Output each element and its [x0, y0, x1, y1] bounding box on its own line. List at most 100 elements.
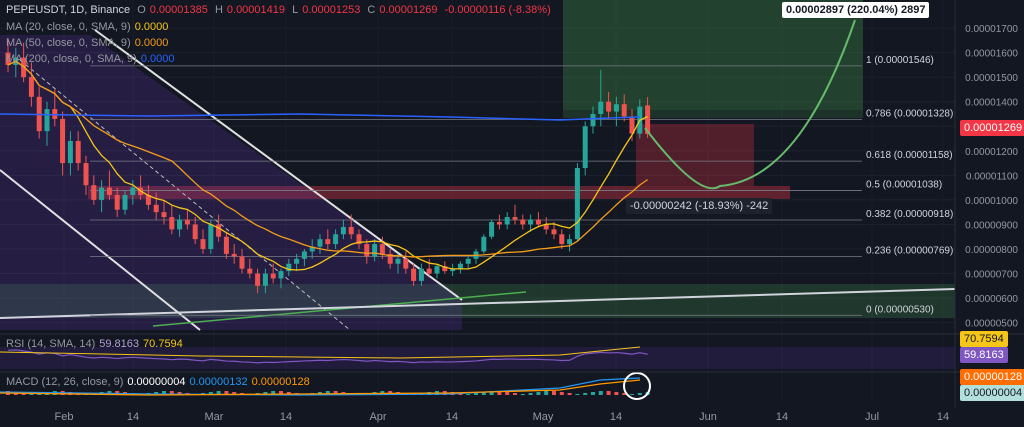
long-position-box [563, 0, 863, 110]
macd-histogram-bar [630, 394, 634, 395]
candle-body [317, 239, 323, 247]
fib-level-label: 0.236 (0.00000769) [866, 246, 953, 257]
ohlc-high-value: 0.00001419 [226, 4, 286, 16]
candle-body [99, 187, 105, 200]
candle-body [450, 268, 456, 272]
fib-level-label: 0.382 (0.00000918) [866, 209, 953, 220]
macd-histogram-bar [575, 394, 580, 395]
rsi-value: 59.8163 [99, 338, 140, 350]
ma200-label: MA (200, close, 0, SMA, 9) [6, 53, 137, 65]
candle-body [613, 104, 619, 112]
x-tick-label: 14 [776, 411, 788, 423]
candle-body [489, 222, 495, 237]
change-value: -0.00000116 (-8.38%) [444, 4, 551, 16]
macd-histogram-bar [614, 392, 619, 395]
current-price-tag: 0.00001269 [960, 120, 1024, 136]
ma20-legend[interactable]: MA (20, close, 0, SMA, 9) 0.0000 [6, 21, 172, 33]
x-tick-label: 14 [610, 411, 622, 423]
macd-histogram-bar [474, 393, 478, 395]
ma50-legend[interactable]: MA (50, close, 0, SMA, 9) 0.0000 [6, 37, 172, 49]
fib-level-label: 0.5 (0.00001038) [866, 180, 942, 191]
candle-body [145, 195, 151, 205]
ma200-line [0, 113, 641, 121]
fib-level-label: 0 (0.00000530) [866, 304, 934, 315]
macd-histogram-bar [216, 391, 221, 395]
short-position-label[interactable]: -0.00000242 (-18.93%) -242 [626, 198, 773, 214]
macd-histogram-bar [169, 391, 174, 395]
long-position-label[interactable]: 0.00002897 (220.04%) 2897 [782, 2, 930, 18]
candle-body [457, 263, 463, 269]
y-tick-label: 0.00001400 [965, 98, 1018, 109]
candle-body [177, 219, 183, 230]
y-tick-label: 0.00001600 [965, 49, 1018, 60]
candle-body [372, 244, 378, 257]
x-tick-label: Apr [369, 411, 386, 423]
macd-histogram-bar [559, 392, 564, 395]
ohlc-close-value: 0.00001269 [379, 4, 438, 16]
macd-line [0, 377, 641, 396]
macd-highlight-circle [623, 372, 651, 400]
candle-body [247, 268, 253, 274]
candle-body [278, 271, 284, 279]
candle-body [379, 244, 385, 254]
rsi-ma-tag: 70.7594 [960, 331, 1008, 347]
candle-body [216, 224, 222, 237]
channel-upper-line [94, 29, 463, 301]
candle-body [286, 263, 292, 272]
macd-histogram-bar [622, 393, 627, 395]
macd-histogram-bar [29, 394, 34, 395]
candle-body [543, 224, 549, 230]
macd-histogram-bar [528, 393, 533, 395]
ma200-legend[interactable]: MA (200, close, 0, SMA, 9) 0.0000 [6, 53, 179, 65]
rsi-legend[interactable]: RSI (14, SMA, 14) 59.8163 70.7594 [6, 338, 187, 350]
candle-body [301, 251, 307, 259]
ohlc-open-key: O [137, 4, 146, 16]
candle-body [520, 219, 526, 225]
x-tick-label: Feb [55, 411, 74, 423]
candle-body [153, 204, 159, 213]
candle-body [528, 219, 534, 225]
ma20-label: MA (20, close, 0, SMA, 9) [6, 21, 131, 33]
candle-body [559, 234, 565, 245]
candle-body [582, 126, 588, 168]
macd-histogram-bar [481, 392, 486, 395]
candle-body [161, 212, 167, 218]
candle-body [621, 104, 627, 117]
x-tick-label: 14 [280, 411, 292, 423]
candle-body [574, 168, 580, 240]
candle-body [67, 141, 73, 164]
x-tick-label: May [533, 411, 554, 423]
candle-body [481, 236, 487, 252]
ohlc-high-key: H [214, 4, 223, 16]
candle-body [83, 163, 89, 186]
macd-legend[interactable]: MACD (12, 26, close, 9) 0.00000004 0.00000… [6, 376, 314, 388]
ma20-value: 0.0000 [134, 21, 169, 33]
x-tick-label: Mar [205, 411, 224, 423]
candle-body [192, 224, 198, 240]
ma20-line [7, 60, 648, 271]
macd-histogram-bar [505, 392, 510, 395]
ma200-value: 0.0000 [140, 53, 175, 65]
candle-body [106, 187, 112, 195]
candle-body [223, 236, 229, 254]
ma50-value: 0.0000 [134, 37, 169, 49]
resistance-zone [88, 186, 790, 199]
breakout-line [0, 288, 956, 319]
candle-body [395, 258, 401, 264]
macd-hist-tag: 0.00000004 [960, 385, 1024, 401]
rsi-ma-value: 70.7594 [143, 338, 183, 350]
projection-curve [644, 19, 856, 190]
candle-body [567, 239, 573, 245]
candle-body [512, 217, 518, 220]
fib-level-label: 1 (0.00001546) [866, 55, 934, 66]
candle-body [75, 141, 81, 164]
candle-body [629, 116, 635, 134]
candle-body [184, 219, 190, 225]
candle-body [598, 101, 604, 114]
macd-histogram-bar [466, 394, 471, 395]
y-tick-label: 0.00000700 [965, 270, 1018, 281]
candle-body [91, 185, 97, 200]
y-tick-label: 0.00000600 [965, 294, 1018, 305]
y-tick-label: 0.00001700 [965, 24, 1018, 35]
